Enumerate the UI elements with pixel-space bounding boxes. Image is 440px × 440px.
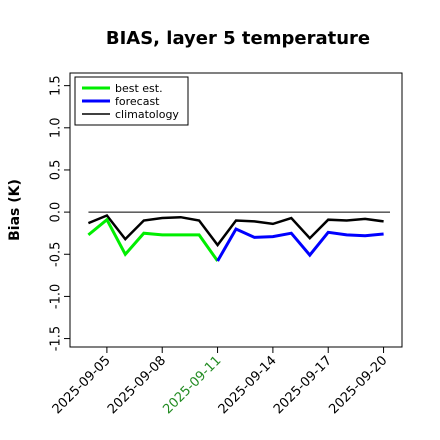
legend-label: best est. (115, 82, 163, 95)
legend-label: forecast (115, 95, 160, 108)
y-tick-label: 0.0 (49, 202, 64, 223)
x-tick-label: 2025-09-20 (326, 353, 390, 417)
plot-frame (69, 72, 403, 348)
x-tick-label: 2025-09-14 (216, 353, 280, 417)
y-tick-label: 1.5 (49, 75, 64, 96)
y-tick-label: -1.5 (49, 326, 64, 351)
y-tick-label: 1.0 (49, 117, 64, 138)
series-line-climatology (87, 213, 384, 248)
x-tick-label: 2025-09-11 (160, 353, 224, 417)
x-tick-label: 2025-09-05 (50, 353, 114, 417)
series-line-forecast (216, 227, 384, 262)
legend-label: climatology (115, 108, 179, 121)
y-tick-label: 0.5 (49, 160, 64, 181)
y-tick-label: -1.0 (49, 284, 64, 309)
y-tick-label: -0.5 (49, 242, 64, 267)
y-axis-label: Bias (K) (7, 179, 23, 241)
x-tick-label: 2025-09-17 (271, 353, 335, 417)
x-tick-label: 2025-09-08 (105, 353, 169, 417)
chart-title: BIAS, layer 5 temperature (106, 28, 370, 49)
series-line-best-est- (87, 217, 219, 262)
